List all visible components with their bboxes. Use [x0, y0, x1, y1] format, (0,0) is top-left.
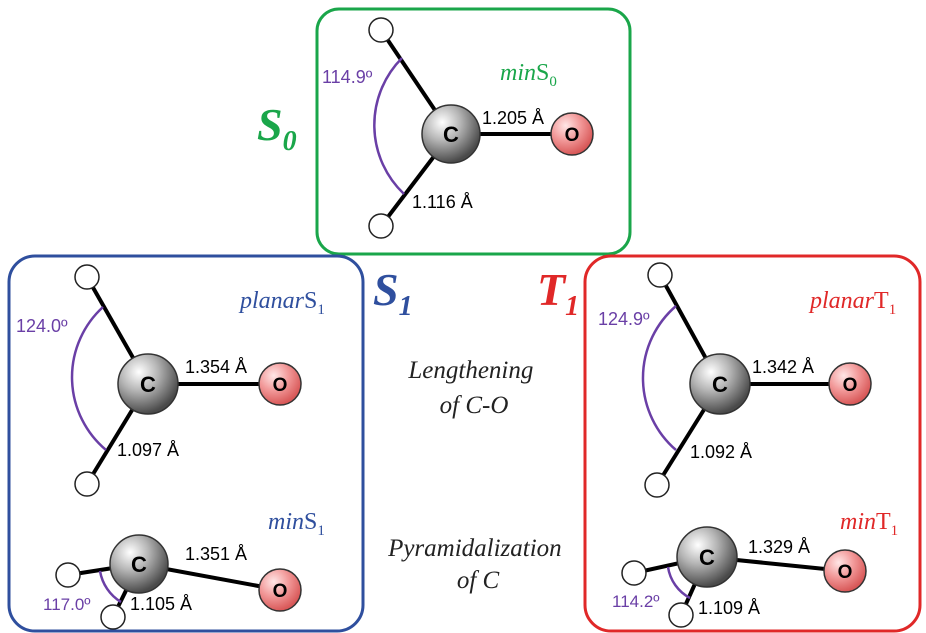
oxygen-atom [828, 362, 872, 406]
carbon-atom [421, 104, 481, 164]
state-label-t1: T1 [537, 264, 579, 322]
s1-frame [7, 254, 365, 633]
oxygen-atom [258, 362, 302, 406]
hch-angle-arc [98, 570, 122, 604]
structure-label: minT1 [840, 509, 898, 539]
hydrogen-atom [55, 562, 81, 588]
structure-min-s1: C O 117.0º 1.351 Å 1.105 Å minS1 [43, 509, 325, 630]
ch-bond-length: 1.109 Å [698, 598, 760, 618]
structure-label: planarS1 [238, 288, 325, 318]
hch-angle-arc [641, 305, 677, 451]
hydrogen-atom [668, 602, 694, 628]
carbon-label: C [699, 545, 715, 570]
t1-frame [583, 254, 922, 633]
angle-value: 124.9º [598, 309, 650, 329]
structure-label: minS0 [500, 60, 557, 90]
co-bond-length: 1.354 Å [185, 357, 247, 377]
lengthening-annotation: Lengthening of C-O [407, 357, 539, 419]
carbon-atom [117, 353, 179, 415]
carbon-atom [689, 353, 751, 415]
state-label-s0: S0 [257, 99, 297, 157]
oxygen-label: O [565, 125, 580, 146]
structure-min-s0: C O 114.9º 1.205 Å 1.116 Å minS0 [322, 17, 594, 239]
carbon-atom [676, 526, 738, 588]
carbon-label: C [443, 122, 459, 147]
oxygen-label: O [273, 375, 288, 396]
ch-bond-length: 1.105 Å [130, 594, 192, 614]
oxygen-atom [258, 568, 302, 612]
s0-frame [315, 7, 632, 256]
co-bond-length: 1.342 Å [752, 357, 814, 377]
carbon-label: C [131, 552, 147, 577]
carbon-atom [109, 534, 169, 594]
carbon-label: C [712, 372, 728, 397]
oxygen-atom [823, 549, 867, 593]
oxygen-label: O [273, 581, 288, 602]
oxygen-label: O [843, 375, 858, 396]
hydrogen-atom [74, 471, 100, 497]
hydrogen-atom [644, 472, 670, 498]
ch-bond-length: 1.092 Å [690, 442, 752, 462]
angle-value: 117.0º [43, 595, 91, 614]
state-label-s1: S1 [373, 264, 413, 322]
angle-value: 124.0º [16, 316, 68, 336]
co-bond-length: 1.329 Å [748, 537, 810, 557]
ch-bond-length: 1.097 Å [117, 440, 179, 460]
hydrogen-atom [368, 17, 394, 43]
structure-min-t1: C O 114.2º 1.329 Å 1.109 Å minT1 [612, 509, 898, 628]
hydrogen-atom [647, 262, 673, 288]
hydrogen-atom [100, 604, 126, 630]
angle-value: 114.9º [322, 67, 373, 87]
hydrogen-atom [74, 264, 100, 290]
hydrogen-atom [621, 560, 647, 586]
structure-planar-s1: C O 124.0º 1.354 Å 1.097 Å planarS1 [16, 264, 325, 497]
hch-angle-arc [70, 306, 107, 451]
oxygen-atom [550, 112, 594, 156]
structure-label: minS1 [268, 509, 325, 539]
co-bond-length: 1.351 Å [185, 544, 247, 564]
hch-angle-arc [373, 57, 405, 195]
carbon-label: C [140, 372, 156, 397]
hch-angle-arc [666, 566, 691, 600]
pyramidalization-annotation: Pyramidalization of C [387, 535, 568, 594]
angle-value: 114.2º [612, 592, 660, 611]
oxygen-label: O [838, 562, 853, 583]
ch-bond-length: 1.116 Å [412, 192, 473, 212]
co-bond-length: 1.205 Å [482, 108, 544, 128]
hydrogen-atom [368, 213, 394, 239]
structure-label: planarT1 [808, 288, 896, 318]
structure-planar-t1: C O 124.9º 1.342 Å 1.092 Å planarT1 [598, 262, 896, 498]
